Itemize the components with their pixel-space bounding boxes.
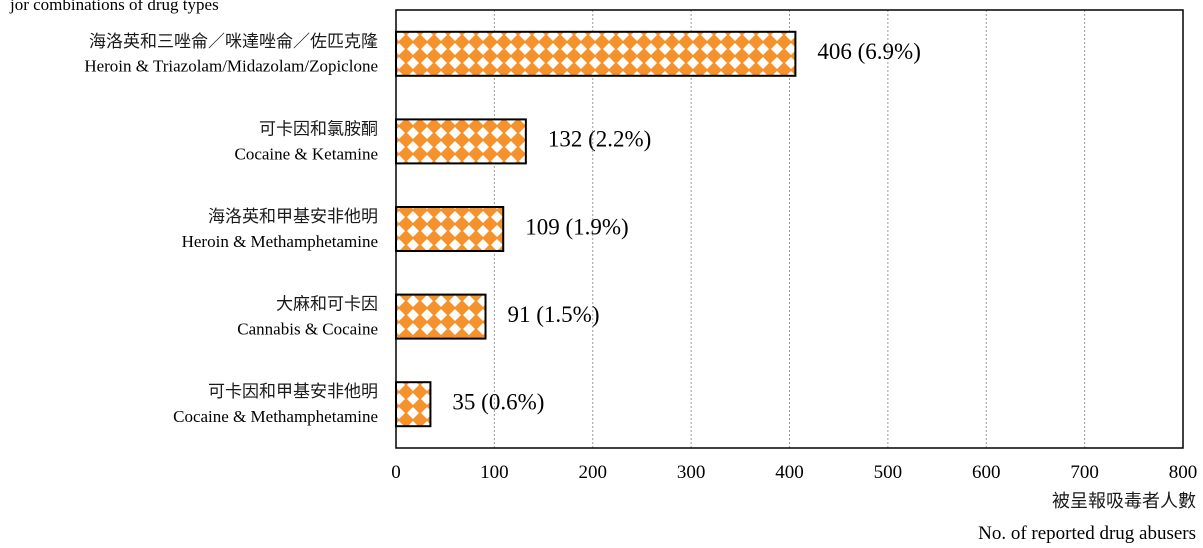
plot-area-frame bbox=[395, 9, 1184, 449]
chart-subtitle: jor combinations of drug types bbox=[9, 0, 219, 14]
data-label: 109 (1.9%) bbox=[525, 214, 628, 239]
x-tick-label: 400 bbox=[775, 462, 804, 483]
data-label: 91 (1.5%) bbox=[508, 302, 600, 327]
bar bbox=[395, 381, 432, 428]
category-label-zh: 可卡因和甲基安非他明 bbox=[208, 382, 378, 402]
bar bbox=[395, 293, 487, 340]
category-label-en: Heroin & Methamphetamine bbox=[182, 232, 378, 251]
x-tick-label: 600 bbox=[972, 462, 1001, 483]
x-axis-ticks: 0 100 200 300 400 500 600 700 800 bbox=[391, 462, 1197, 483]
category-label-zh: 海洛英和甲基安非他明 bbox=[208, 207, 378, 227]
bars bbox=[395, 30, 797, 428]
category-label-en: Cocaine & Ketamine bbox=[234, 144, 378, 163]
bar bbox=[395, 118, 527, 165]
x-tick-label: 200 bbox=[579, 462, 608, 483]
x-tick-label: 700 bbox=[1070, 462, 1099, 483]
x-tick-label: 0 bbox=[391, 462, 401, 483]
x-tick-label: 800 bbox=[1169, 462, 1198, 483]
category-labels: 海洛英和三唑侖／咪達唑侖／佐匹克隆 Heroin & Triazolam/Mida… bbox=[84, 32, 378, 426]
bar bbox=[395, 206, 505, 252]
x-tick-label: 100 bbox=[480, 462, 509, 483]
category-label-zh: 大麻和可卡因 bbox=[276, 295, 378, 315]
category-label-en: Cannabis & Cocaine bbox=[237, 320, 378, 339]
x-tick-label: 300 bbox=[677, 462, 706, 483]
x-axis-title-en: No. of reported drug abusers bbox=[978, 523, 1196, 544]
x-axis-title-zh: 被呈報吸毒者人數 bbox=[1052, 491, 1196, 512]
data-labels: 406 (6.9%) 132 (2.2%) 109 (1.9%) 91 (1.5%) 3… bbox=[452, 39, 920, 414]
gridlines bbox=[493, 10, 1086, 448]
bar bbox=[395, 30, 797, 77]
category-label-zh: 海洛英和三唑侖／咪達唑侖／佐匹克隆 bbox=[89, 32, 378, 52]
data-label: 35 (0.6%) bbox=[452, 389, 544, 414]
category-label-zh: 可卡因和氯胺酮 bbox=[259, 119, 378, 139]
data-label: 132 (2.2%) bbox=[548, 127, 651, 152]
data-label: 406 (6.9%) bbox=[817, 39, 920, 64]
x-tick-label: 500 bbox=[874, 462, 903, 483]
category-label-en: Heroin & Triazolam/Midazolam/Zopiclone bbox=[84, 57, 378, 76]
category-label-en: Cocaine & Methamphetamine bbox=[173, 407, 378, 426]
